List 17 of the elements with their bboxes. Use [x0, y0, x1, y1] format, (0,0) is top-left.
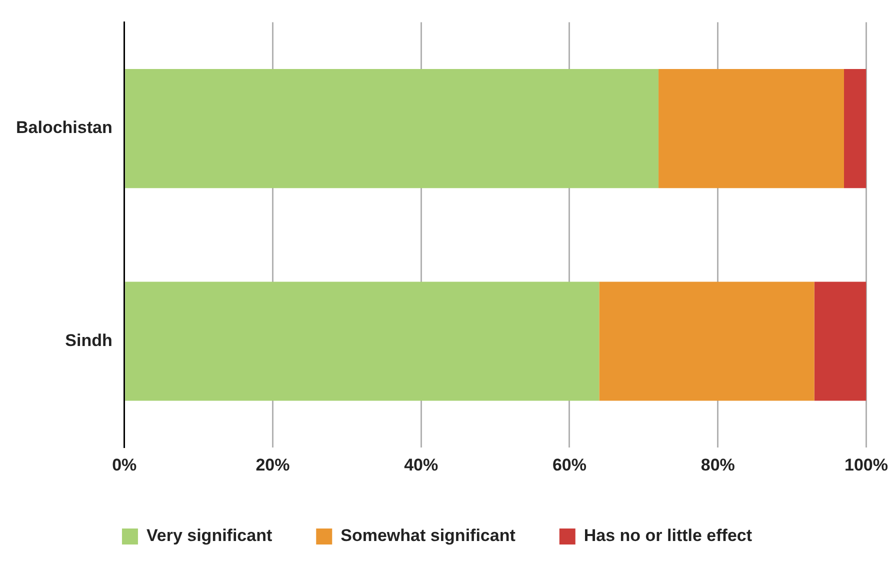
bar: [844, 68, 866, 188]
legend-label: Somewhat significant: [340, 526, 516, 546]
bar: [814, 282, 866, 401]
x-tick-label: 20%: [256, 455, 290, 474]
bar: [599, 282, 814, 401]
legend-label: Very significant: [146, 526, 272, 546]
legend-label: Has no or little effect: [584, 526, 752, 546]
x-tick-label: 60%: [552, 455, 587, 474]
x-tick-label: 40%: [404, 455, 438, 474]
y-tick-label: Sindh: [65, 330, 112, 350]
x-tick-label: 0%: [112, 455, 137, 474]
bar: [125, 68, 659, 188]
y-tick-label: Balochistan: [16, 118, 112, 138]
x-tick-label: 100%: [844, 455, 888, 474]
bar: [658, 68, 844, 188]
bar: [125, 282, 600, 401]
x-tick-label: 80%: [700, 455, 735, 474]
